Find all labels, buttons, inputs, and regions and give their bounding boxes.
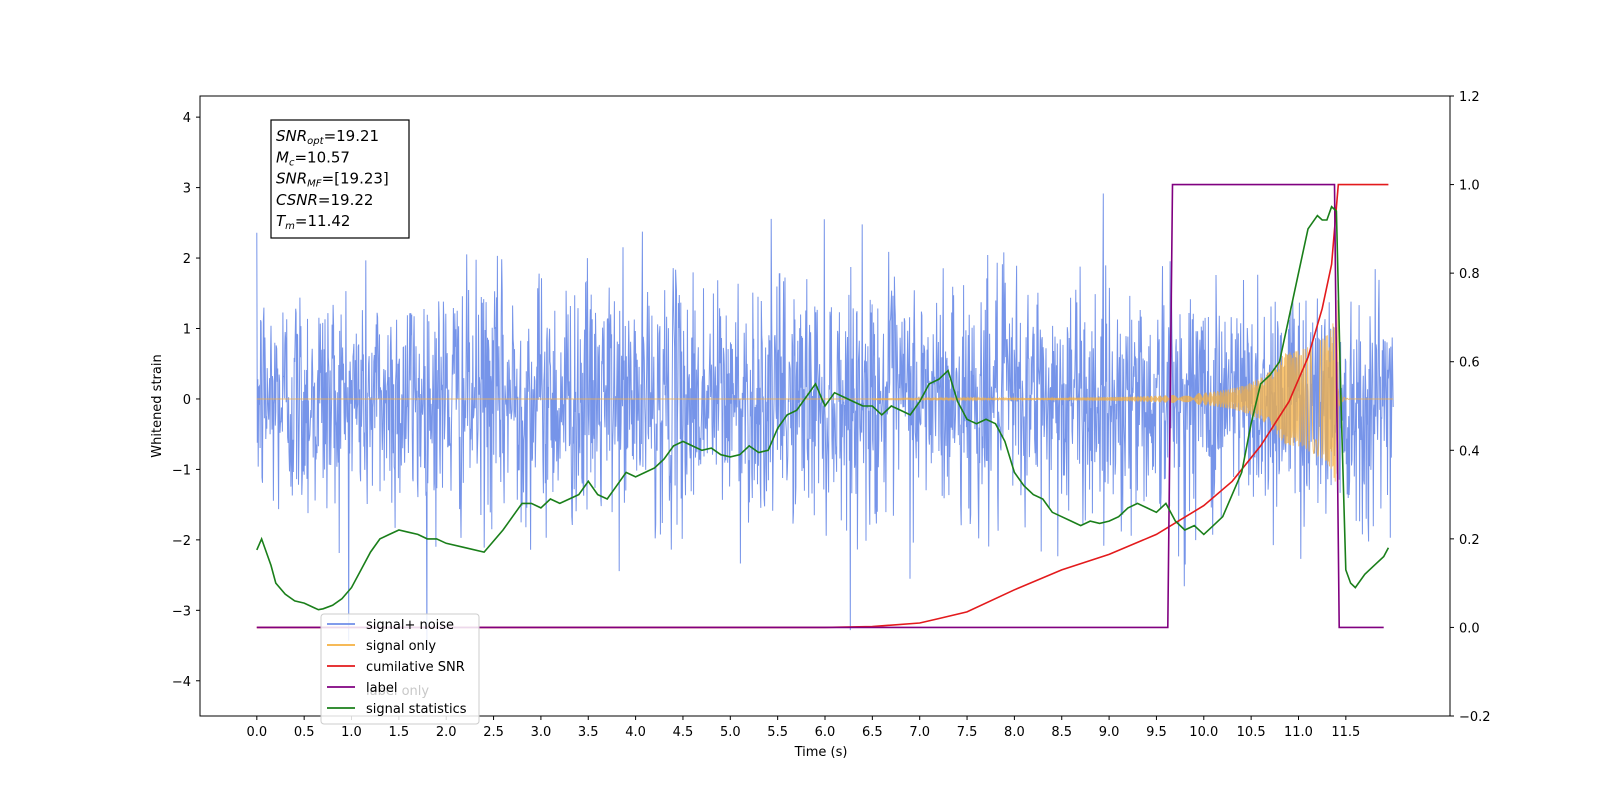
y-left-axis-ticks: −4 −3 −2 −1 0 1 2 3 4 bbox=[172, 111, 200, 690]
signal-only-series bbox=[256, 300, 1394, 491]
x-tick-label: 3.5 bbox=[578, 725, 599, 740]
x-tick-label: 8.0 bbox=[1004, 725, 1025, 740]
legend: label only signal+ noise signal only cumila… bbox=[320, 613, 480, 725]
legend-entries: label only signal+ noise signal only cumila… bbox=[327, 618, 467, 717]
legend-label: signal only bbox=[366, 639, 436, 654]
y-left-tick-label: 2 bbox=[183, 252, 191, 267]
x-tick-label: 2.5 bbox=[483, 725, 504, 740]
annotation-line: CSNR=19.22 bbox=[276, 191, 373, 209]
signal-noise-series bbox=[256, 193, 1394, 651]
annotation-line: SNRopt=19.21 bbox=[276, 127, 379, 147]
y-left-tick-label: −3 bbox=[172, 604, 191, 619]
y-left-tick-label: 0 bbox=[183, 393, 191, 408]
legend-label: signal statistics bbox=[366, 702, 467, 717]
x-tick-label: 3.0 bbox=[531, 725, 552, 740]
x-tick-label: 10.0 bbox=[1189, 725, 1218, 740]
x-tick-label: 1.0 bbox=[341, 725, 362, 740]
y-right-tick-label: 1.2 bbox=[1459, 90, 1480, 105]
y-left-tick-label: −4 bbox=[172, 675, 191, 690]
y-left-tick-label: −2 bbox=[172, 534, 191, 549]
annotation-box: SNRopt=19.21Mc=10.57SNRMF=[19.23]CSNR=19… bbox=[270, 119, 410, 239]
x-tick-label: 0.0 bbox=[246, 725, 267, 740]
x-tick-label: 2.0 bbox=[436, 725, 457, 740]
x-tick-label: 4.0 bbox=[625, 725, 646, 740]
y-left-tick-label: −1 bbox=[172, 463, 191, 478]
x-tick-label: 9.5 bbox=[1146, 725, 1167, 740]
y-axis-label: Whitened strain bbox=[150, 354, 165, 457]
x-tick-label: 1.5 bbox=[389, 725, 410, 740]
y-left-tick-label: 1 bbox=[183, 323, 191, 338]
y-right-axis-ticks: −0.2 0.0 0.2 0.4 0.6 0.8 1.0 1.2 bbox=[1450, 90, 1491, 725]
x-tick-label: 9.0 bbox=[1099, 725, 1120, 740]
y-left-tick-label: 4 bbox=[183, 111, 191, 126]
y-right-tick-label: 0.8 bbox=[1459, 267, 1480, 282]
y-left-tick-label: 3 bbox=[183, 182, 191, 197]
x-axis-ticks: 0.0 0.5 1.0 1.5 2.0 2.5 3.0 3.5 4.0 4.5 5.0 5.5 6.0 6… bbox=[246, 716, 1360, 740]
signal-noise-line bbox=[256, 193, 1394, 651]
x-tick-label: 8.5 bbox=[1051, 725, 1072, 740]
x-tick-label: 11.5 bbox=[1331, 725, 1360, 740]
x-tick-label: 7.5 bbox=[957, 725, 978, 740]
x-tick-label: 4.5 bbox=[673, 725, 694, 740]
right-axis-series bbox=[256, 183, 1390, 629]
annotation-line: Mc=10.57 bbox=[276, 148, 350, 168]
annotation-text: SNRopt=19.21Mc=10.57SNRMF=[19.23]CSNR=19… bbox=[276, 127, 389, 232]
legend-label-faded: label only bbox=[366, 684, 429, 699]
x-tick-label: 10.5 bbox=[1237, 725, 1266, 740]
legend-label: label bbox=[366, 681, 397, 696]
signal-statistics-line bbox=[256, 205, 1390, 611]
x-tick-label: 6.0 bbox=[815, 725, 836, 740]
y-right-tick-label: 0.2 bbox=[1459, 533, 1480, 548]
annotation-frame bbox=[270, 119, 410, 239]
x-tick-label: 11.0 bbox=[1284, 725, 1313, 740]
y-right-tick-label: 0.0 bbox=[1459, 621, 1480, 636]
y-right-tick-label: 0.6 bbox=[1459, 356, 1480, 371]
annotation-line: SNRMF=[19.23] bbox=[276, 170, 389, 190]
label-line bbox=[256, 183, 1384, 629]
x-tick-label: 5.5 bbox=[767, 725, 788, 740]
x-tick-label: 6.5 bbox=[862, 725, 883, 740]
y-right-tick-label: 0.4 bbox=[1459, 444, 1480, 459]
legend-label: cumilative SNR bbox=[366, 660, 465, 675]
x-tick-label: 5.0 bbox=[720, 725, 741, 740]
annotation-line: Tm=11.42 bbox=[276, 212, 350, 232]
x-axis-label: Time (s) bbox=[794, 745, 848, 760]
signal-only-line bbox=[256, 300, 1394, 491]
y-right-tick-label: 1.0 bbox=[1459, 179, 1480, 194]
x-tick-label: 7.0 bbox=[909, 725, 930, 740]
legend-frame bbox=[320, 613, 480, 725]
legend-label: signal+ noise bbox=[366, 618, 454, 633]
y-right-tick-label: −0.2 bbox=[1459, 710, 1491, 725]
x-tick-label: 0.5 bbox=[294, 725, 315, 740]
